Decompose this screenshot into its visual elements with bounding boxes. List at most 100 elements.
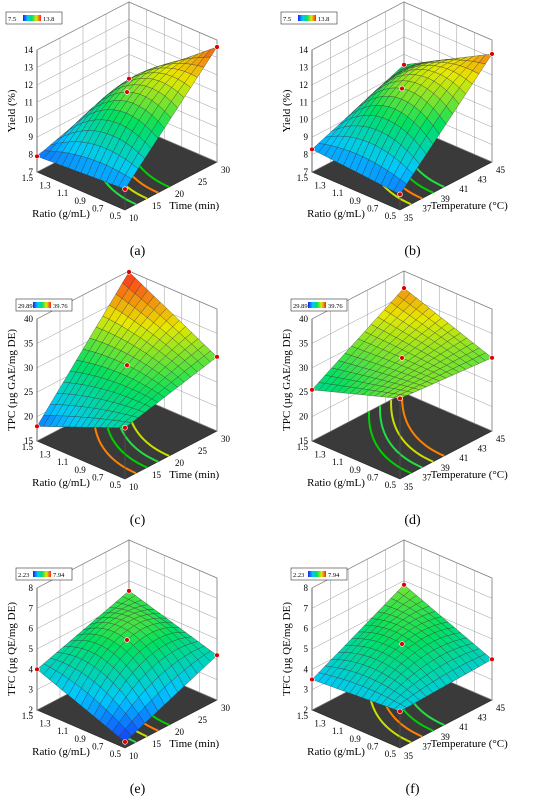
panel-caption: (c): [129, 513, 146, 528]
y-tick-label: 1.1: [332, 726, 343, 736]
y-tick-label: 1.3: [39, 181, 51, 191]
chart-panel: 7 8 9 10 11 12 13 14 Yield (%) 35 37 39 41 43 45 Temper…: [275, 0, 550, 269]
z-tick-label: 13: [299, 62, 309, 72]
y-axis-label: Ratio (g/mL): [307, 746, 365, 758]
chart-panel: 15 20 25 30 35 40 TPC (µg GAE/mg DE) 35 37 39 41 43…: [275, 269, 550, 538]
z-tick-label: 12: [24, 80, 33, 90]
x-axis-label: Time (min): [169, 469, 219, 481]
x-tick-label: 41: [459, 184, 468, 194]
design-point: [214, 354, 220, 360]
y-tick-label: 1.3: [314, 181, 326, 191]
surface-chart: 15 20 25 30 35 40 TPC (µg GAE/mg DE) 10 15 20 25 30…: [6, 269, 231, 492]
y-tick-label: 0.7: [367, 203, 379, 213]
design-point: [397, 191, 403, 198]
design-point: [397, 708, 403, 715]
surface-chart: 2 3 4 5 6 7 8 TFC (µg QE/mg DE) 10 15 20 25 30 Time (…: [6, 539, 231, 761]
x-tick-label: 15: [152, 739, 162, 749]
design-point: [214, 652, 220, 658]
z-tick-label: 3: [304, 685, 309, 695]
x-tick-label: 37: [422, 472, 432, 482]
z-tick-label: 4: [304, 664, 309, 674]
z-tick-label: 6: [29, 624, 34, 634]
legend-max-label: 7.94: [53, 572, 65, 579]
design-point: [401, 582, 407, 588]
y-tick-label: 0.9: [75, 465, 87, 475]
z-tick-label: 25: [24, 387, 34, 397]
z-tick-label: 15: [299, 436, 309, 446]
legend-min-label: 2.23: [18, 572, 29, 579]
x-tick-label: 35: [404, 482, 414, 492]
z-tick-label: 2: [29, 705, 34, 715]
y-tick-label: 0.9: [75, 196, 87, 206]
z-tick-label: 30: [24, 363, 34, 373]
design-point: [309, 146, 315, 153]
design-point: [34, 153, 40, 160]
chart-panel: 2 3 4 5 6 7 8 TFC (µg QE/mg DE) 10 15 20 25 30 Time (…: [0, 538, 275, 807]
design-point: [489, 656, 495, 663]
floor-contour: [390, 399, 434, 463]
legend-max-label: 39.76: [53, 303, 68, 310]
x-tick-label: 10: [129, 213, 139, 223]
color-legend: 29.89 39.76: [15, 298, 73, 312]
design-point: [397, 395, 403, 402]
design-point: [489, 51, 495, 57]
design-point: [399, 641, 405, 647]
z-tick-label: 5: [29, 644, 34, 654]
z-tick-label: 15: [24, 436, 34, 446]
design-point: [489, 355, 495, 361]
z-tick-label: 4: [29, 664, 34, 674]
x-tick-label: 41: [459, 722, 468, 732]
z-tick-label: 3: [29, 685, 34, 695]
color-legend: 2.23 7.94: [290, 567, 348, 581]
z-axis-label: Yield (%): [6, 89, 18, 132]
design-point: [124, 362, 130, 368]
x-axis-label: Temperature (°C): [431, 469, 509, 481]
color-legend: 29.89 39.76: [290, 298, 348, 312]
x-tick-label: 39: [441, 194, 451, 204]
response-surface: [36, 46, 218, 190]
x-tick-label: 30: [221, 703, 231, 713]
y-axis-label: Ratio (g/mL): [307, 477, 365, 489]
y-tick-label: 1.5: [297, 442, 309, 452]
x-tick-label: 15: [152, 470, 162, 480]
legend-min-label: 29.89: [18, 303, 33, 310]
floor-contour: [378, 405, 423, 469]
x-axis-label: Time (min): [169, 738, 219, 750]
z-tick-label: 10: [299, 115, 309, 125]
x-tick-label: 35: [404, 213, 414, 223]
legend-max-label: 7.94: [328, 572, 340, 579]
design-point: [126, 75, 132, 82]
y-tick-label: 0.7: [367, 472, 379, 482]
x-tick-label: 39: [441, 463, 451, 473]
y-tick-label: 1.5: [22, 173, 34, 183]
color-legend: 7.5 13.8: [280, 11, 338, 25]
x-tick-label: 25: [198, 715, 208, 725]
design-point: [401, 285, 407, 291]
x-tick-label: 20: [175, 458, 185, 468]
x-tick-label: 35: [404, 751, 414, 761]
z-axis-label: TFC (µg QE/mg DE): [281, 602, 293, 696]
y-tick-label: 0.9: [350, 196, 362, 206]
x-axis-label: Temperature (°C): [431, 200, 509, 212]
y-tick-label: 0.5: [385, 480, 397, 490]
x-tick-label: 39: [441, 732, 451, 742]
x-tick-label: 43: [478, 444, 488, 454]
y-tick-label: 1.1: [57, 188, 68, 198]
legend-max-label: 39.76: [328, 303, 343, 310]
chart-panel: 2 3 4 5 6 7 8 TFC (µg QE/mg DE) 35 37 39 41 43 45 Temp…: [275, 538, 550, 807]
surface-chart: 7 8 9 10 11 12 13 14 Yield (%) 35 37 39 41 43 45 Temper…: [280, 1, 509, 223]
legend-min-label: 29.89: [293, 303, 308, 310]
x-tick-label: 37: [422, 203, 432, 213]
y-axis-label: Ratio (g/mL): [32, 208, 90, 220]
x-tick-label: 43: [478, 175, 488, 185]
y-tick-label: 0.9: [350, 734, 362, 744]
response-surface: [36, 271, 218, 428]
x-tick-label: 41: [459, 453, 468, 463]
z-tick-label: 8: [29, 583, 34, 593]
z-tick-label: 7: [304, 167, 309, 177]
z-tick-label: 13: [24, 62, 34, 72]
response-surface: [311, 584, 493, 712]
x-tick-label: 10: [129, 751, 139, 761]
panel-caption: (d): [404, 513, 421, 528]
